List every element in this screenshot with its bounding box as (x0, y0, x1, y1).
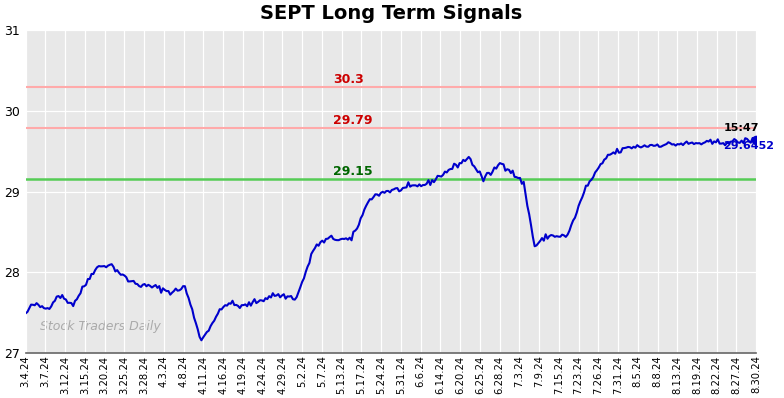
Point (750, 137, 763, 143)
Text: 30.3: 30.3 (333, 73, 364, 86)
Text: 29.15: 29.15 (333, 166, 373, 178)
Text: Stock Traders Daily: Stock Traders Daily (40, 320, 161, 333)
Title: SEPT Long Term Signals: SEPT Long Term Signals (260, 4, 522, 23)
Text: 15:47: 15:47 (724, 123, 759, 133)
Text: 29.6452: 29.6452 (724, 141, 775, 151)
Text: 29.79: 29.79 (333, 114, 372, 127)
